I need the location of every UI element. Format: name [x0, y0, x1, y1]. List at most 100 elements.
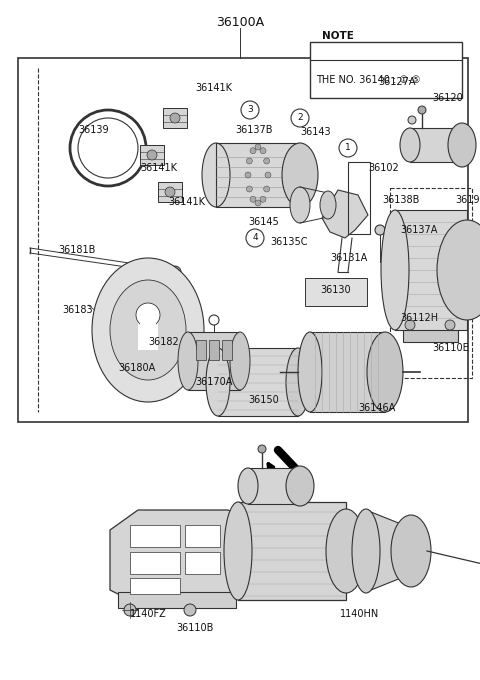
Circle shape [418, 106, 426, 114]
Text: 36138B: 36138B [382, 195, 420, 205]
Polygon shape [322, 190, 368, 238]
Bar [140, 315, 156, 347]
Text: 36139: 36139 [78, 125, 108, 135]
Text: 36170A: 36170A [195, 377, 232, 387]
Bar [140, 145, 164, 165]
Circle shape [255, 144, 261, 150]
Bar [395, 210, 467, 330]
Bar [403, 320, 458, 342]
Ellipse shape [381, 210, 409, 330]
Circle shape [445, 320, 455, 330]
Bar [138, 310, 158, 350]
Text: 36135C: 36135C [270, 237, 308, 247]
Bar [118, 592, 236, 608]
Ellipse shape [367, 332, 403, 412]
Text: 36141K: 36141K [195, 83, 232, 93]
Text: 36100A: 36100A [216, 16, 264, 29]
Ellipse shape [206, 348, 230, 416]
Ellipse shape [178, 332, 198, 390]
Text: 3: 3 [247, 105, 253, 114]
Text: 36182: 36182 [148, 337, 179, 347]
Text: 4: 4 [252, 233, 258, 243]
Bar [222, 340, 232, 360]
Bar [248, 468, 300, 504]
Circle shape [255, 200, 261, 206]
Bar [18, 58, 468, 422]
Text: 1: 1 [345, 143, 351, 152]
Bar [185, 552, 220, 574]
Text: 1140FZ: 1140FZ [130, 609, 167, 619]
Ellipse shape [391, 515, 431, 587]
Circle shape [169, 266, 181, 278]
Text: 36102: 36102 [368, 163, 399, 173]
Text: 36143: 36143 [300, 127, 331, 137]
Bar [209, 340, 219, 360]
Text: 36130: 36130 [320, 285, 350, 295]
Ellipse shape [320, 191, 336, 219]
Ellipse shape [202, 143, 230, 207]
Bar [130, 525, 180, 547]
Circle shape [165, 187, 175, 197]
Ellipse shape [448, 123, 476, 167]
Text: 36141K: 36141K [168, 197, 205, 207]
Circle shape [291, 109, 309, 127]
Polygon shape [110, 510, 248, 600]
Ellipse shape [352, 509, 380, 593]
Circle shape [260, 148, 266, 154]
Circle shape [250, 197, 256, 202]
Bar [158, 182, 182, 202]
Ellipse shape [110, 280, 186, 380]
Text: 36146A: 36146A [358, 403, 395, 413]
Text: 36112H: 36112H [400, 313, 438, 323]
Circle shape [141, 363, 155, 377]
Circle shape [375, 225, 385, 235]
Bar [348, 162, 370, 234]
Bar [130, 578, 180, 594]
Ellipse shape [437, 220, 480, 320]
Text: 36110B: 36110B [176, 623, 214, 633]
Circle shape [170, 113, 180, 123]
Text: 36180A: 36180A [118, 363, 155, 373]
Bar [130, 552, 180, 574]
Ellipse shape [286, 348, 310, 416]
Circle shape [265, 172, 271, 178]
Bar [188, 332, 240, 390]
Text: 36137A: 36137A [400, 225, 437, 235]
Text: 36120: 36120 [432, 93, 463, 103]
Circle shape [241, 101, 259, 119]
Ellipse shape [326, 509, 366, 593]
Text: 36110E: 36110E [432, 343, 469, 353]
Bar [410, 128, 462, 162]
Bar [163, 108, 187, 128]
Ellipse shape [92, 258, 204, 402]
Ellipse shape [238, 468, 258, 504]
Circle shape [258, 445, 266, 453]
Text: 2: 2 [297, 114, 303, 122]
Circle shape [408, 116, 416, 124]
Text: 36199: 36199 [455, 195, 480, 205]
Bar [216, 143, 300, 207]
Circle shape [264, 186, 270, 192]
Text: 36137B: 36137B [235, 125, 273, 135]
Circle shape [405, 320, 415, 330]
Bar [305, 278, 367, 306]
Text: 36127A: 36127A [378, 77, 416, 87]
Text: 36150: 36150 [248, 395, 279, 405]
Bar [238, 502, 346, 600]
Bar [310, 42, 462, 98]
Bar [185, 525, 220, 547]
Ellipse shape [400, 128, 420, 162]
Circle shape [124, 604, 136, 616]
Text: 1140HN: 1140HN [340, 609, 380, 619]
Circle shape [147, 150, 157, 160]
Circle shape [246, 229, 264, 247]
Text: 36183: 36183 [62, 305, 93, 315]
Circle shape [246, 186, 252, 192]
Ellipse shape [298, 332, 322, 412]
Text: 36131A: 36131A [330, 253, 367, 263]
Ellipse shape [224, 502, 252, 600]
Text: NOTE: NOTE [322, 31, 354, 41]
Circle shape [260, 197, 266, 202]
Circle shape [250, 148, 256, 154]
Bar [218, 348, 298, 416]
